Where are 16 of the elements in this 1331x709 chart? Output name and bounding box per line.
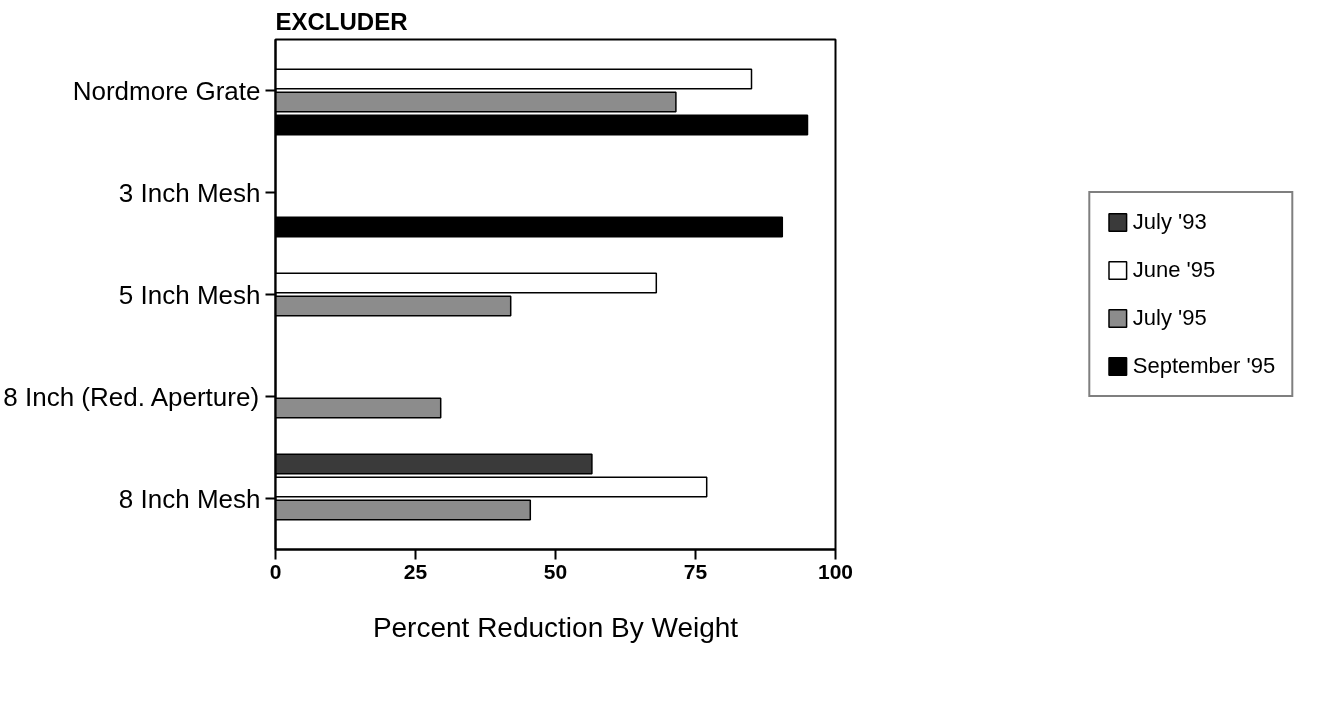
y-tick-label: 5 Inch Mesh <box>118 279 261 310</box>
y-tick-label: 8 Inch (Red. Aperture) <box>3 381 260 412</box>
legend-label: July '95 <box>1132 305 1207 331</box>
x-tick-label: 25 <box>403 559 428 583</box>
x-tick-label: 50 <box>543 559 568 583</box>
legend-label: June '95 <box>1132 257 1216 283</box>
x-axis-title: Percent Reduction By Weight <box>372 611 739 643</box>
y-tick-label: 8 Inch Mesh <box>118 483 261 514</box>
x-tick-label: 100 <box>817 559 854 583</box>
x-tick-label: 0 <box>269 559 282 583</box>
y-tick-label: 3 Inch Mesh <box>118 177 261 208</box>
x-tick-label: 75 <box>683 559 708 583</box>
y-axis-title: EXCLUDER <box>275 7 408 35</box>
legend-label: July '93 <box>1132 209 1207 235</box>
y-tick-label: Nordmore Grate <box>72 75 261 106</box>
legend-label: September '95 <box>1132 353 1276 379</box>
